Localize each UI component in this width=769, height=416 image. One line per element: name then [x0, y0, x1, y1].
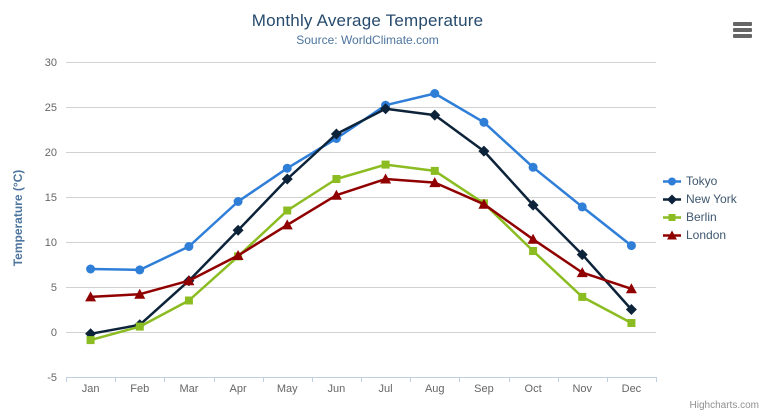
x-axis-label: Jan — [82, 383, 100, 395]
y-axis-label: 10 — [45, 237, 57, 249]
data-point-tokyo[interactable] — [528, 162, 538, 172]
legend-item-new-york[interactable]: New York — [663, 192, 737, 206]
highcharts-credit-link[interactable]: Highcharts.com — [689, 400, 759, 411]
y-axis-label: 30 — [45, 57, 57, 69]
data-point-london[interactable] — [85, 291, 97, 302]
data-point-london[interactable] — [232, 250, 244, 260]
legend-marker-square-icon — [663, 213, 681, 221]
legend-marker-shape — [668, 177, 676, 185]
data-point-berlin[interactable] — [529, 247, 538, 255]
y-axis-label: 15 — [45, 192, 57, 204]
data-point-new-york[interactable] — [625, 304, 637, 315]
data-point-new-york[interactable] — [576, 249, 588, 261]
data-point-berlin[interactable] — [135, 322, 144, 331]
data-point-london[interactable] — [625, 283, 637, 294]
data-point-london[interactable] — [380, 173, 392, 184]
data-point-london[interactable] — [281, 219, 293, 230]
data-point-tokyo[interactable] — [233, 197, 243, 206]
data-point-new-york[interactable] — [527, 199, 539, 211]
legend-marker-shape — [667, 230, 677, 239]
legend-item-london[interactable]: London — [663, 228, 737, 242]
data-point-tokyo[interactable] — [184, 242, 194, 251]
data-point-berlin[interactable] — [283, 206, 292, 215]
legend-marker-diamond-icon — [663, 194, 681, 204]
series-new-york — [85, 103, 637, 340]
legend-item-berlin[interactable]: Berlin — [663, 210, 737, 224]
data-point-tokyo[interactable] — [282, 163, 292, 173]
data-point-new-york[interactable] — [429, 109, 441, 121]
series-line-london — [89, 177, 633, 299]
y-axis-label: 25 — [45, 102, 57, 114]
x-axis-label: Apr — [230, 383, 247, 395]
chart-subtitle: Source: WorldClimate.com — [296, 33, 439, 47]
x-axis-label: Aug — [425, 383, 445, 395]
data-point-berlin[interactable] — [86, 336, 95, 345]
x-axis-label: Jun — [328, 383, 346, 395]
data-point-berlin[interactable] — [332, 175, 341, 183]
x-axis-label: Dec — [622, 383, 642, 395]
y-axis-label: 5 — [51, 282, 57, 294]
legend-label: Berlin — [686, 210, 717, 224]
data-point-new-york[interactable] — [281, 173, 293, 185]
hamburger-icon — [733, 22, 752, 26]
legend-marker-shape — [667, 194, 677, 204]
series-line-berlin — [89, 163, 633, 342]
data-point-tokyo[interactable] — [479, 117, 489, 127]
data-point-berlin[interactable] — [578, 292, 587, 301]
data-point-new-york[interactable] — [330, 128, 342, 140]
data-point-london[interactable] — [527, 233, 539, 244]
data-point-tokyo[interactable] — [135, 265, 145, 275]
series-line-new-york — [89, 107, 633, 336]
data-point-tokyo[interactable] — [86, 264, 96, 274]
x-axis-label: Mar — [179, 383, 198, 395]
series-tokyo — [86, 89, 636, 275]
hamburger-icon — [733, 28, 752, 32]
series-london — [85, 173, 637, 302]
chart-title: Monthly Average Temperature — [251, 11, 484, 30]
x-axis-label: Jul — [379, 383, 393, 395]
data-point-tokyo[interactable] — [577, 202, 587, 212]
legend-marker-triangle-icon — [663, 230, 681, 239]
hamburger-icon — [733, 34, 752, 38]
data-point-london[interactable] — [478, 198, 490, 209]
data-point-london[interactable] — [134, 288, 146, 299]
legend-marker-circle-icon — [663, 177, 681, 185]
legend-label: London — [686, 228, 727, 242]
legend-item-tokyo[interactable]: Tokyo — [663, 174, 737, 188]
data-point-london[interactable] — [429, 177, 441, 188]
data-point-new-york[interactable] — [232, 224, 244, 236]
x-axis-label: Feb — [130, 383, 149, 395]
data-point-tokyo[interactable] — [626, 241, 636, 251]
data-point-berlin[interactable] — [381, 160, 390, 169]
y-axis-label: 20 — [45, 147, 57, 159]
x-axis-label: May — [277, 383, 298, 395]
data-point-london[interactable] — [183, 275, 195, 286]
legend: Tokyo New York Berlin London — [663, 174, 737, 242]
data-point-berlin[interactable] — [627, 319, 636, 327]
data-point-berlin[interactable] — [430, 166, 439, 175]
data-point-new-york[interactable] — [478, 145, 490, 157]
y-axis-label: 0 — [51, 327, 57, 339]
data-point-london[interactable] — [576, 267, 588, 278]
data-point-berlin[interactable] — [184, 296, 193, 305]
data-point-london[interactable] — [330, 189, 342, 200]
x-axis-label: Sep — [474, 383, 494, 395]
series-line-tokyo — [89, 92, 633, 272]
legend-label: New York — [686, 192, 737, 206]
x-axis-label: Oct — [525, 383, 542, 395]
data-point-new-york[interactable] — [380, 103, 392, 115]
x-axis-label: Nov — [572, 383, 592, 395]
legend-label: Tokyo — [686, 174, 718, 188]
context-menu-button[interactable] — [729, 18, 757, 42]
data-point-tokyo[interactable] — [430, 89, 440, 98]
y-axis-title: Temperature (°C) — [11, 169, 25, 267]
y-axis-label: -5 — [47, 372, 57, 384]
legend-marker-shape — [668, 213, 676, 221]
